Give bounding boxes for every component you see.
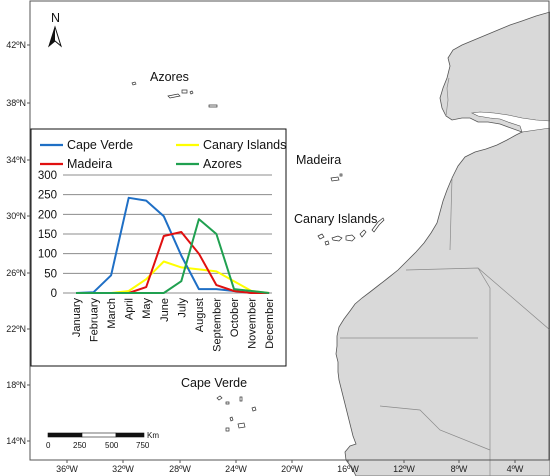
series-line-azores [76,218,270,294]
lat-label: 26ºN [6,268,26,278]
lat-label: 22ºN [6,324,26,334]
azores-label: Azores [150,70,189,84]
land-layer [335,11,550,476]
cape-verde-label: Cape Verde [181,376,247,390]
madeira-islands [330,173,343,182]
chart-y-axis: 0 50 100 150 200 250 300 [38,170,57,300]
chart-x-axis: January February March April May June July Augu… [71,298,276,352]
latitude-ticks: 42ºN 38ºN 34ºN 30ºN 26ºN 22ºN 18ºN 14ºN [6,40,30,446]
map-frame [29,0,550,461]
x-tick-label: November [247,298,259,349]
y-tick-label: 100 [38,249,57,261]
chart-panel [30,128,287,367]
scale-unit: Km [147,431,159,440]
lat-label: 42ºN [6,40,26,50]
legend-label: Azores [203,157,242,171]
chart-grid [63,174,272,294]
country-borders [340,77,550,476]
scale-tick-250: 250 [73,441,87,450]
lat-label: 14ºN [6,436,26,446]
chart-legend: Cape Verde Canary Islands Madeira Azores [40,138,286,171]
lon-label: 24ºW [225,464,247,474]
mediterranean-gap [470,111,550,133]
x-tick-label: September [211,298,223,352]
lon-label: 16ºW [337,464,359,474]
y-tick-label: 0 [51,288,57,300]
cape-verde-islands [216,395,257,432]
lon-label: 36ºW [56,464,78,474]
y-tick-label: 300 [38,170,57,182]
lon-label: 20ºW [281,464,303,474]
canary-islands-label: Canary Islands [294,212,377,226]
x-tick-label: December [264,298,276,349]
lon-label: 28ºW [169,464,191,474]
lon-label: 8ºW [451,464,468,474]
scale-tick-750: 750 [136,441,150,450]
lat-label: 30ºN [6,211,26,221]
x-tick-label: January [71,298,83,338]
scale-tick-500: 500 [105,441,119,450]
y-tick-label: 150 [38,229,57,241]
x-tick-label: March [106,298,118,329]
x-tick-label: June [159,298,171,322]
inset-chart: Cape Verde Canary Islands Madeira Azores 0 5… [30,128,287,367]
chart-series [75,196,270,294]
y-tick-label: 50 [44,268,57,280]
x-tick-label: October [229,298,241,337]
north-label: N [51,11,60,25]
x-tick-label: February [89,298,101,343]
lat-label: 38ºN [6,98,26,108]
x-tick-label: April [124,298,136,320]
azores-islands [131,81,218,108]
lon-label: 32ºW [112,464,134,474]
lon-label: 4ºW [507,464,524,474]
scale-tick-0: 0 [46,441,51,450]
scale-bar: 0 250 500 750 Km [46,431,159,450]
x-tick-label: August [194,298,206,332]
lat-label: 34ºN [6,155,26,165]
legend-label: Cape Verde [67,138,133,152]
mainland-landmass [335,11,550,476]
north-arrow: N [48,11,62,48]
lon-label: 12ºW [393,464,415,474]
lat-label: 18ºN [6,380,26,390]
longitude-ticks: 36ºW 32ºW 28ºW 24ºW 20ºW 16ºW 12ºW 8ºW 4ºW [56,460,524,474]
legend-label: Canary Islands [203,138,286,152]
x-tick-label: July [176,298,188,318]
madeira-label: Madeira [296,153,341,167]
y-tick-label: 250 [38,190,57,202]
canary-islands-shapes [317,217,385,246]
x-tick-label: May [141,298,153,319]
y-tick-label: 200 [38,209,57,221]
legend-label: Madeira [67,157,112,171]
